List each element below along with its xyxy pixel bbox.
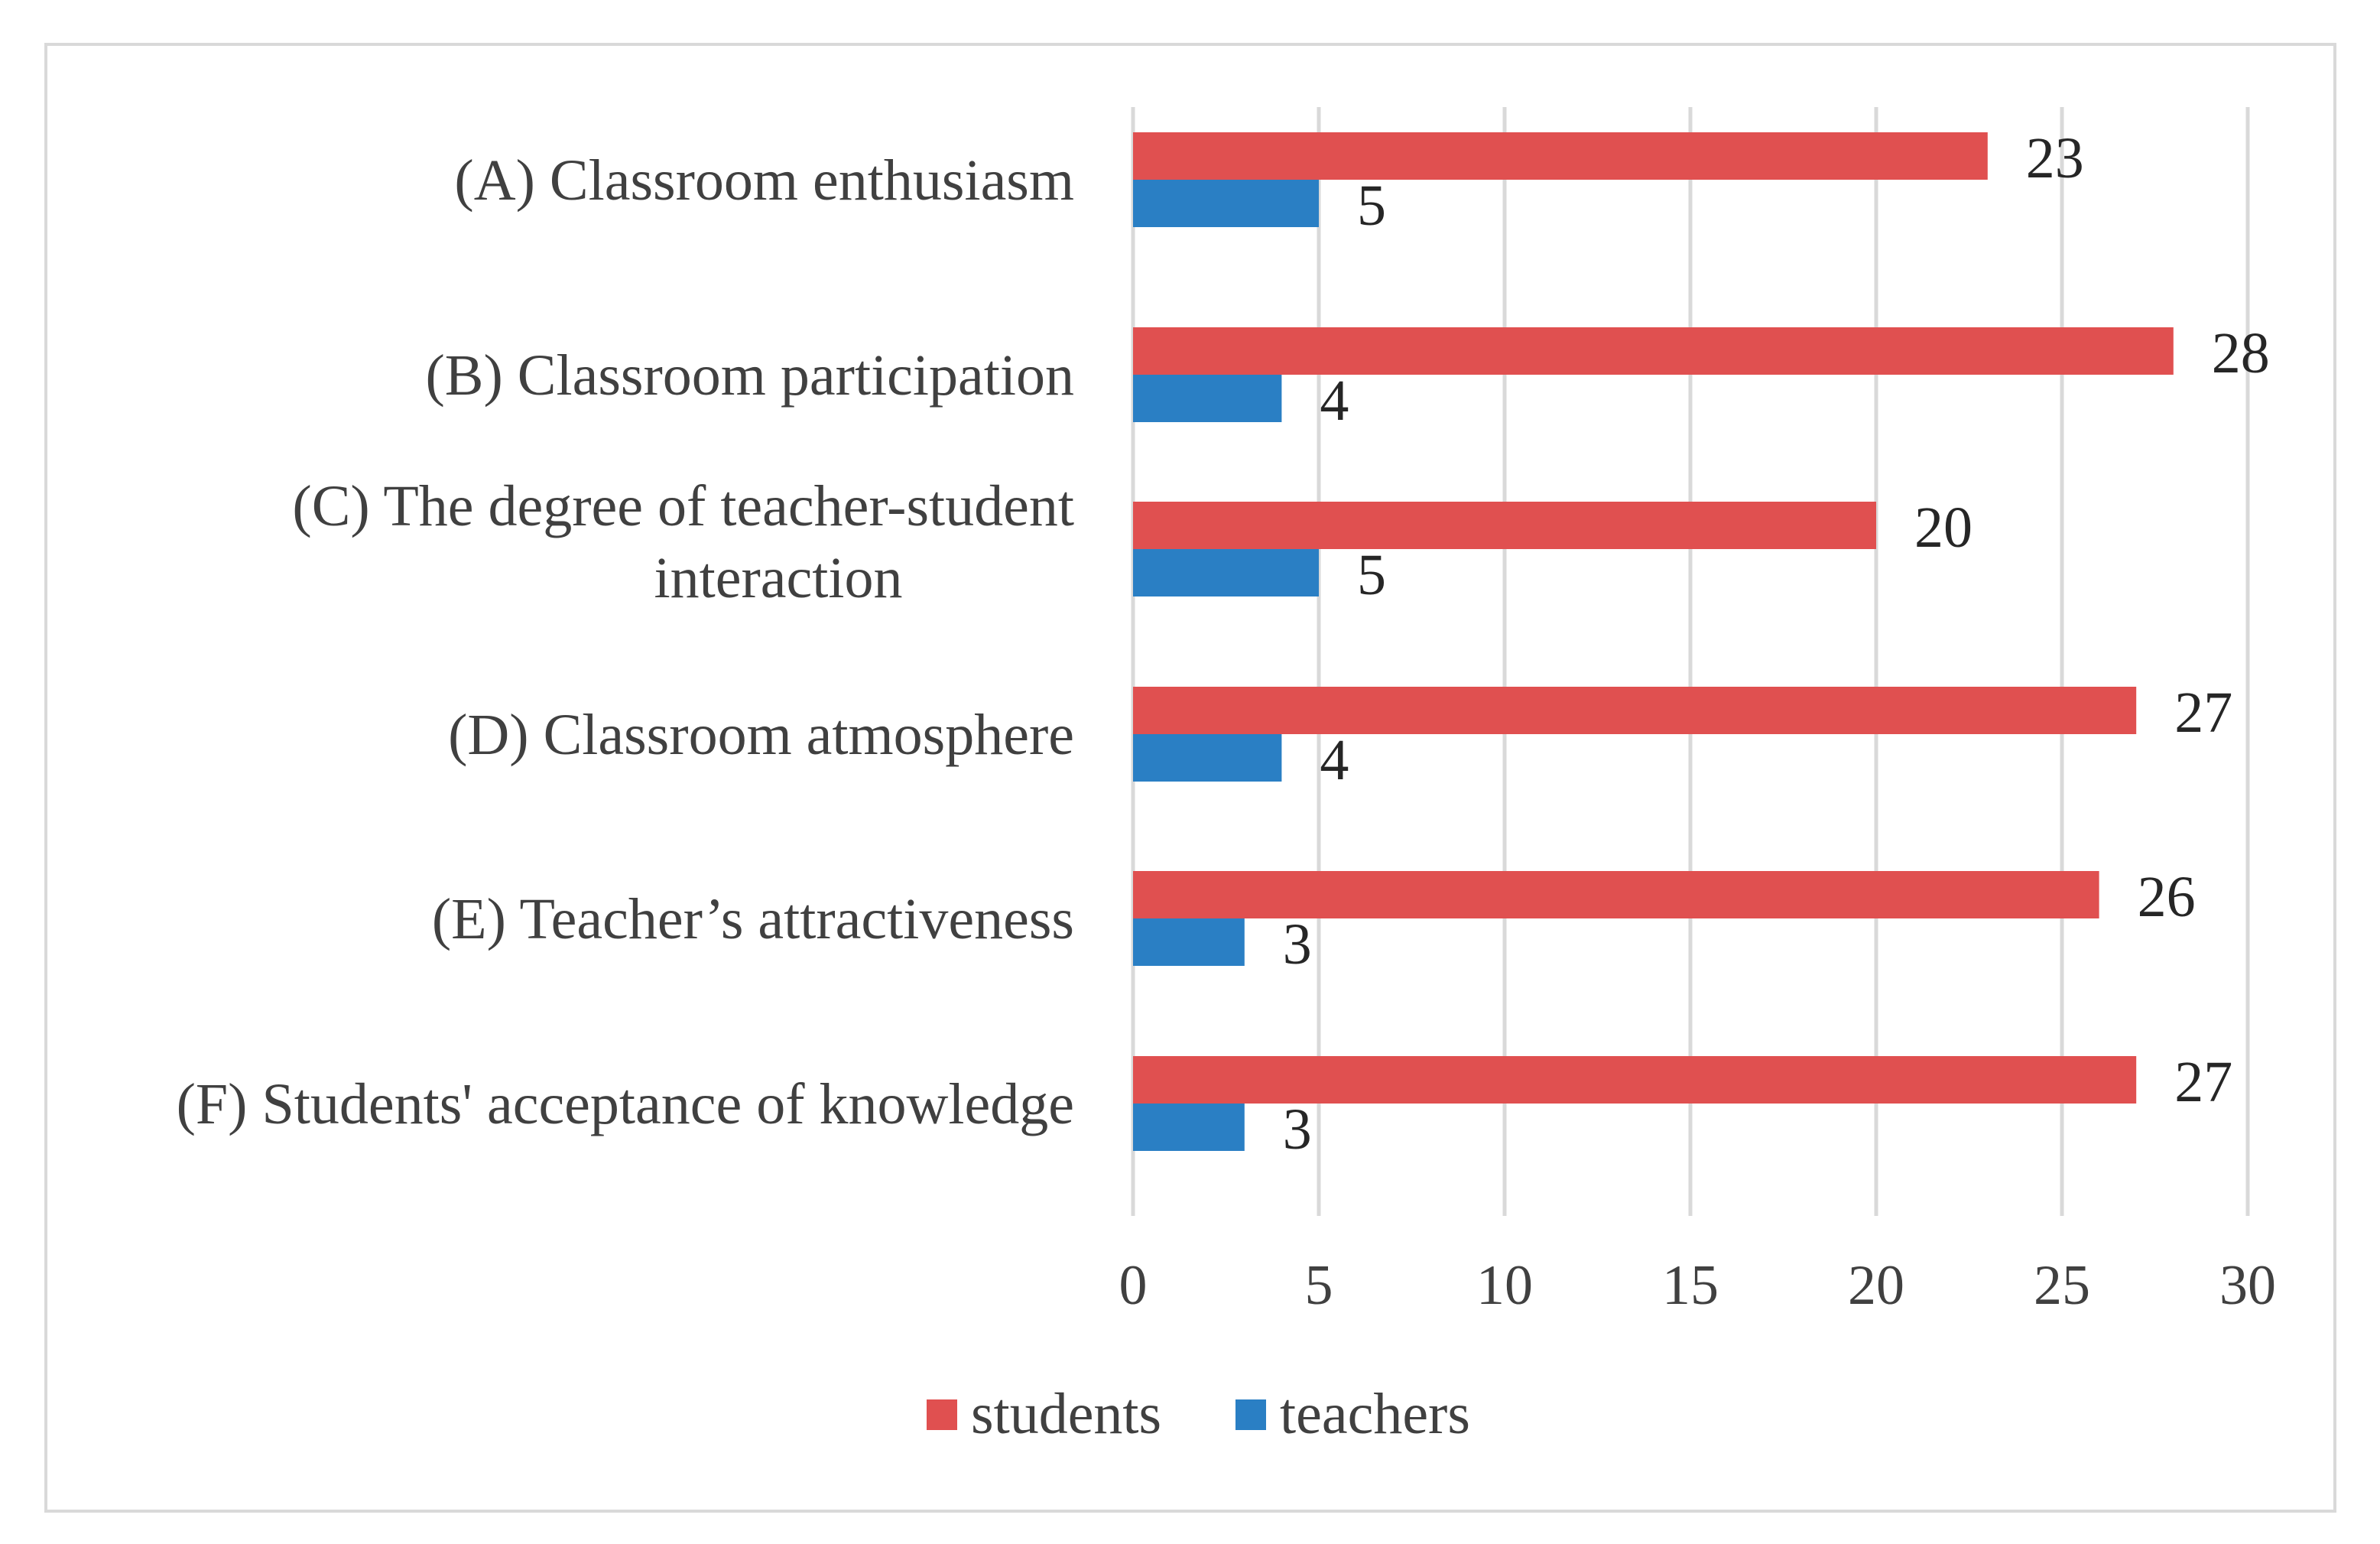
legend: students teachers — [927, 1382, 1470, 1446]
data-label-students: 23 — [2026, 126, 2084, 190]
bar-students — [1133, 1056, 2137, 1104]
legend-label-teachers: teachers — [1280, 1382, 1470, 1446]
category-label: (A) Classroom enthusiasm — [454, 148, 1074, 213]
x-tick-label: 5 — [1305, 1254, 1333, 1317]
bar-teachers — [1133, 549, 1319, 596]
data-label-students: 27 — [2174, 681, 2232, 745]
category-label: (F) Students' acceptance of knowledge — [177, 1072, 1074, 1136]
category-label: (B) Classroom participation — [425, 343, 1074, 408]
category-label: (C) The degree of teacher-student interac… — [292, 474, 1074, 610]
bar-teachers — [1133, 375, 1282, 422]
data-label-students: 26 — [2138, 865, 2196, 929]
x-tick-label: 20 — [1848, 1254, 1904, 1317]
category-label-line: (F) Students' acceptance of knowledge — [177, 1072, 1074, 1136]
bar-teachers — [1133, 918, 1245, 966]
data-label-teachers: 5 — [1357, 543, 1386, 607]
data-label-students: 28 — [2212, 321, 2270, 385]
category-label: (D) Classroom atmosphere — [448, 703, 1074, 767]
legend-swatch-teachers — [1235, 1399, 1266, 1430]
bars — [1133, 132, 2174, 1151]
x-tick-label: 10 — [1476, 1254, 1533, 1317]
x-tick-label: 15 — [1662, 1254, 1719, 1317]
category-label-line: (D) Classroom atmosphere — [448, 703, 1074, 767]
bar-students — [1133, 327, 2174, 375]
data-label-teachers: 4 — [1320, 728, 1349, 792]
data-label-students: 27 — [2174, 1050, 2232, 1114]
category-label-line: (E) Teacher’s attractiveness — [432, 887, 1074, 951]
labels: 0 5 10 15 20 25 30 23 5 (A) Classroom enthusiasm 2… — [177, 126, 2276, 1317]
bar-teachers — [1133, 734, 1282, 782]
gridlines — [1131, 107, 2250, 1216]
bar-teachers — [1133, 1104, 1245, 1151]
x-tick-label: 25 — [2034, 1254, 2090, 1317]
category-label: (E) Teacher’s attractiveness — [432, 887, 1074, 951]
bar-students — [1133, 502, 1876, 549]
category-label-line: (C) The degree of teacher-student — [292, 474, 1074, 538]
data-label-teachers: 4 — [1320, 369, 1349, 433]
x-tick-label: 30 — [2219, 1254, 2276, 1317]
legend-swatch-students — [927, 1399, 957, 1430]
category-label-line: (B) Classroom participation — [425, 343, 1074, 408]
category-label-line: (A) Classroom enthusiasm — [454, 148, 1074, 213]
data-label-teachers: 3 — [1283, 912, 1312, 977]
x-tick-label: 0 — [1119, 1254, 1148, 1317]
data-label-students: 20 — [1914, 496, 1973, 560]
category-label-line: interaction — [654, 546, 903, 610]
legend-label-students: students — [971, 1382, 1161, 1446]
data-label-teachers: 5 — [1357, 174, 1386, 238]
bar-teachers — [1133, 180, 1319, 227]
bar-students — [1133, 132, 1988, 180]
bar-students — [1133, 687, 2137, 734]
bar-students — [1133, 871, 2099, 918]
data-label-teachers: 3 — [1283, 1097, 1312, 1162]
